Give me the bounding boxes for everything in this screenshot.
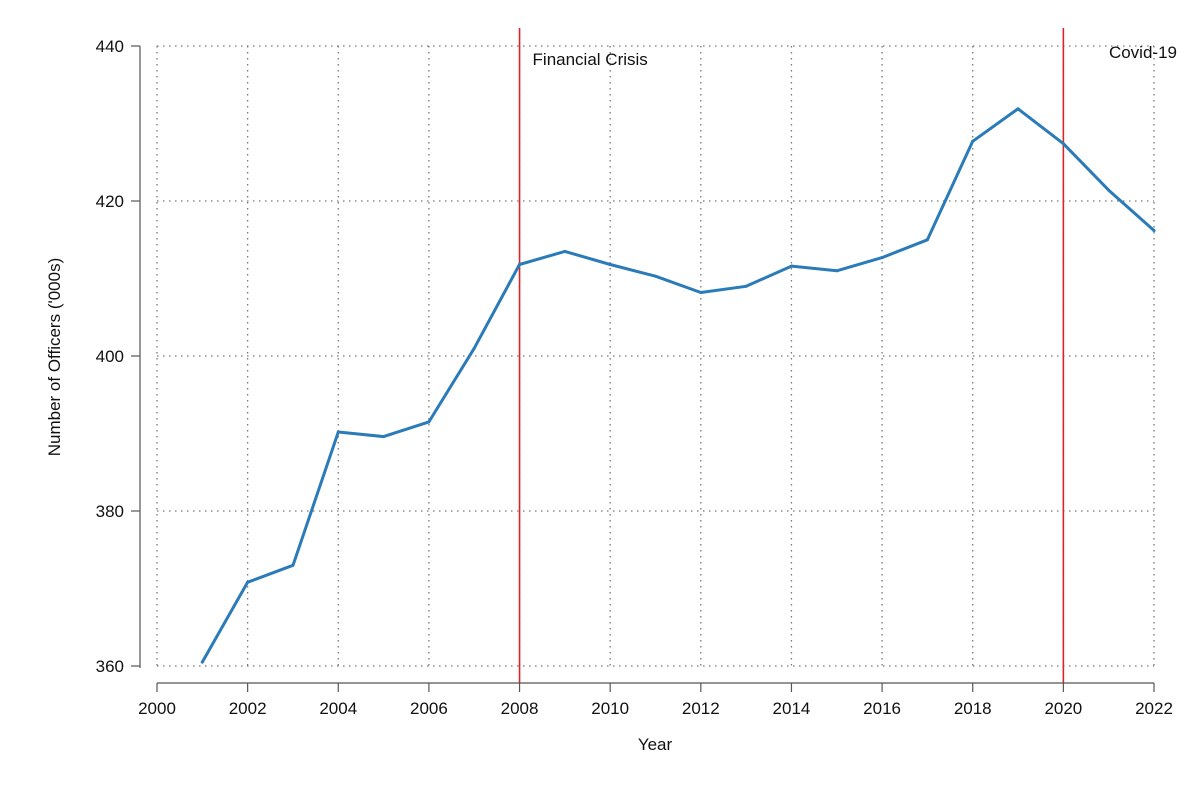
event-markers: Financial Crisis Covid-19 xyxy=(518,28,1177,683)
data-point xyxy=(563,249,567,253)
data-point xyxy=(608,263,612,266)
x-tick-label: 2018 xyxy=(954,699,992,718)
y-tick-label: 420 xyxy=(96,192,124,211)
data-point xyxy=(1016,107,1020,111)
data-point xyxy=(382,435,386,439)
data-point xyxy=(790,264,793,268)
y-tick-label: 360 xyxy=(96,657,124,676)
axes xyxy=(139,46,1154,684)
data-point xyxy=(291,563,295,567)
y-tick-label: 380 xyxy=(96,502,124,521)
event-label: Financial Crisis xyxy=(533,50,648,69)
data-point xyxy=(336,430,340,434)
x-tick-label: 2010 xyxy=(591,699,629,718)
data-point xyxy=(925,238,929,242)
y-axis-title: Number of Officers ('000s) xyxy=(45,258,64,457)
series-layer xyxy=(200,107,1156,664)
data-point xyxy=(518,263,521,266)
x-tick-label: 2008 xyxy=(501,699,539,718)
x-tick-label: 2020 xyxy=(1044,699,1082,718)
x-tick-label: 2006 xyxy=(410,699,448,718)
event-label: Covid-19 xyxy=(1109,43,1177,62)
y-tick-label: 440 xyxy=(96,37,124,56)
x-tick-label: 2016 xyxy=(863,699,901,718)
data-point xyxy=(427,420,431,424)
x-tick-label: 2012 xyxy=(682,699,720,718)
y-axis-ticks: 360 380 400 420 440 xyxy=(96,37,140,676)
data-point xyxy=(246,580,250,584)
x-tick-label: 2002 xyxy=(229,699,267,718)
x-tick-label: 2014 xyxy=(773,699,811,718)
grid-lines xyxy=(156,45,1155,667)
x-axis-ticks: 2000 2002 2004 2006 2008 2010 2012 2014 2016 2018… xyxy=(138,683,1173,718)
data-point xyxy=(1152,229,1156,232)
data-point xyxy=(200,660,204,664)
data-point xyxy=(699,291,703,294)
series-line xyxy=(200,107,1156,664)
data-point xyxy=(835,269,839,273)
data-point xyxy=(472,346,476,350)
data-point xyxy=(971,139,975,143)
data-point xyxy=(1061,142,1065,146)
data-point xyxy=(654,274,657,278)
x-tick-label: 2000 xyxy=(138,699,176,718)
x-tick-label: 2022 xyxy=(1135,699,1173,718)
data-point xyxy=(744,284,748,288)
y-tick-label: 400 xyxy=(96,347,124,366)
data-point xyxy=(880,256,884,260)
x-axis-title: Year xyxy=(638,735,673,754)
data-point xyxy=(1107,188,1111,192)
x-tick-label: 2004 xyxy=(319,699,357,718)
